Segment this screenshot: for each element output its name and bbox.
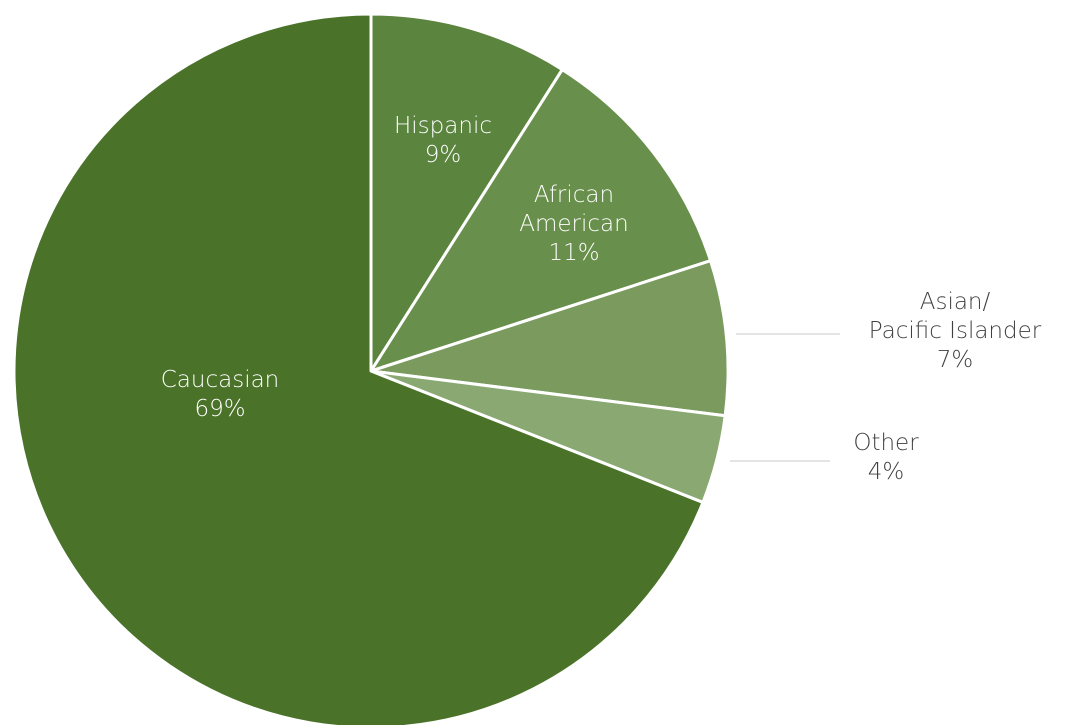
- slice-label-asian-pacific-islander: Asian/Pacific Islander 7%: [869, 289, 1042, 373]
- slice-labels: Hispanic 9% African American 11% Asian/Pacifi…: [161, 113, 1042, 485]
- slice-label-caucasian: Caucasian 69%: [161, 367, 280, 422]
- slice-category-label: Asian/: [920, 289, 991, 315]
- slice-category-label: American: [519, 211, 628, 237]
- pie-slice-caucasian: [12, 12, 705, 725]
- slice-category-label: Hispanic: [394, 113, 492, 139]
- slice-value-label: 9%: [425, 142, 462, 168]
- slice-value-label: 7%: [937, 347, 974, 373]
- pie-slice-asian-pacific-islander: [369, 259, 730, 418]
- slice-label-other: Other 4%: [853, 430, 919, 485]
- slice-value-label: 69%: [194, 396, 245, 422]
- slice-value-label: 11%: [548, 240, 599, 266]
- label-leaders: [730, 333, 840, 462]
- slice-category-label: Caucasian: [161, 367, 280, 393]
- slice-category-label: Other: [853, 430, 919, 456]
- slice-category-label: African: [534, 182, 614, 208]
- slice-value-label: 4%: [868, 459, 905, 485]
- slice-category-label: Pacific Islander: [869, 318, 1042, 344]
- slice-label-african-american: African American 11%: [519, 182, 628, 266]
- pie-slices: [12, 12, 730, 725]
- pie-slice-hispanic: [369, 12, 564, 373]
- slice-label-hispanic: Hispanic 9%: [394, 113, 492, 168]
- pie-slice-african-american: [369, 68, 713, 373]
